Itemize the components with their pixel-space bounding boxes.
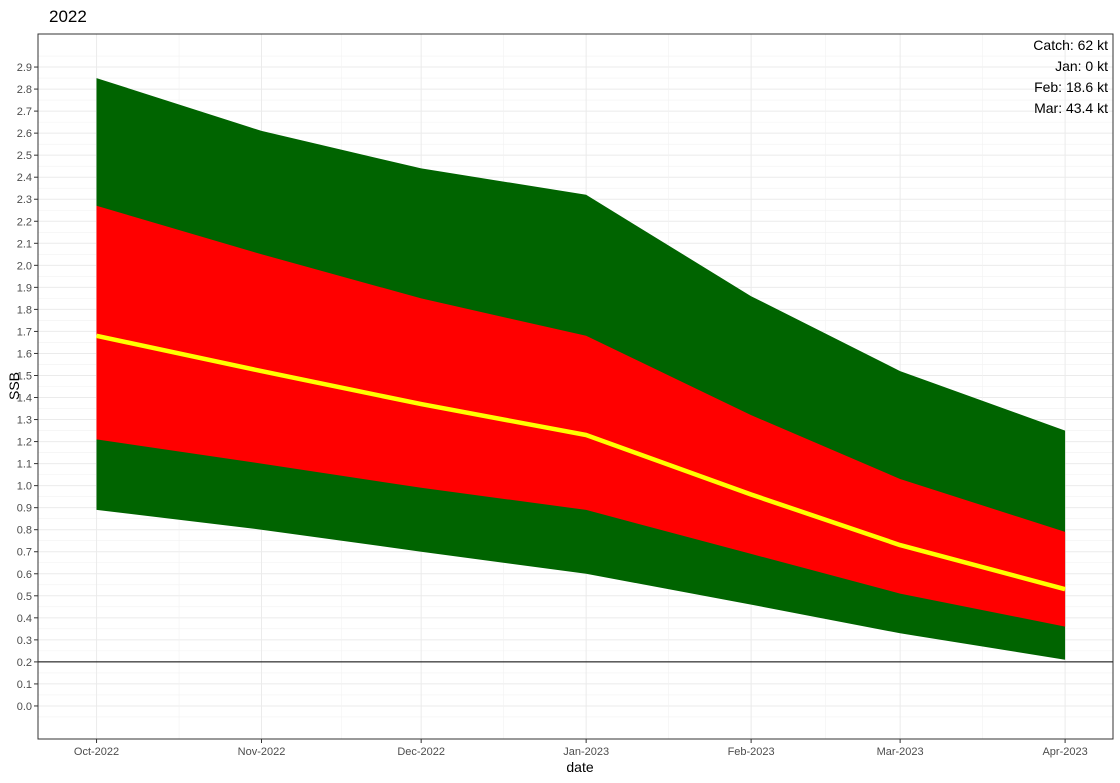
y-tick-label: 0.3 — [17, 635, 32, 647]
y-tick-label: 1.9 — [17, 282, 32, 294]
chart-title: 2022 — [49, 7, 87, 26]
y-tick-label: 0.0 — [17, 701, 32, 713]
y-tick-label: 2.2 — [17, 216, 32, 228]
x-tick-label: Mar-2023 — [877, 746, 924, 758]
y-tick-label: 2.4 — [17, 172, 32, 184]
y-tick-label: 0.4 — [17, 613, 32, 625]
annotation-box: Catch: 62 kt Jan: 0 kt Feb: 18.6 kt Mar: 43… — [1033, 37, 1108, 116]
y-tick-label: 0.7 — [17, 547, 32, 559]
x-tick-label: Oct-2022 — [74, 746, 119, 758]
y-tick-label: 1.5 — [17, 370, 32, 382]
x-tick-label: Dec-2022 — [397, 746, 445, 758]
y-tick-label: 2.8 — [17, 84, 32, 96]
x-tick-label: Jan-2023 — [563, 746, 609, 758]
inner-band-area — [96, 205, 1066, 627]
y-tick-label: 2.3 — [17, 194, 32, 206]
y-axis: 0.0 0.1 0.2 0.3 0.4 0.5 0.6 0.7 0.8 0.9 1.0 1.1 1.2 1… — [17, 62, 38, 713]
y-axis-title: SSB — [6, 372, 22, 400]
y-tick-label: 2.1 — [17, 238, 32, 250]
y-tick-label: 2.7 — [17, 106, 32, 118]
y-tick-label: 1.6 — [17, 348, 32, 360]
y-tick-label: 1.2 — [17, 437, 32, 449]
median-line — [96, 333, 1066, 592]
y-tick-label: 2.9 — [17, 62, 32, 74]
annotation-line: Feb: 18.6 kt — [1034, 79, 1108, 95]
band-layer — [96, 78, 1066, 660]
y-tick-label: 0.5 — [17, 591, 32, 603]
y-tick-label: 0.2 — [17, 657, 32, 669]
y-tick-label: 0.8 — [17, 525, 32, 537]
y-tick-label: 1.1 — [17, 459, 32, 471]
y-tick-label: 1.3 — [17, 415, 32, 427]
y-tick-label: 0.6 — [17, 569, 32, 581]
y-tick-label: 1.4 — [17, 393, 32, 405]
y-tick-label: 1.7 — [17, 326, 32, 338]
x-axis-title: date — [566, 759, 593, 775]
x-tick-label: Apr-2023 — [1042, 746, 1087, 758]
annotation-line: Jan: 0 kt — [1055, 58, 1108, 74]
y-tick-label: 2.0 — [17, 260, 32, 272]
annotation-line: Mar: 43.4 kt — [1034, 100, 1108, 116]
y-tick-label: 0.9 — [17, 503, 32, 515]
x-axis: Oct-2022 Nov-2022 Dec-2022 Jan-2023 Feb-2023… — [74, 739, 1088, 758]
y-tick-label: 2.6 — [17, 128, 32, 140]
annotation-line: Catch: 62 kt — [1033, 37, 1108, 53]
y-tick-label: 2.5 — [17, 150, 32, 162]
x-tick-label: Feb-2023 — [728, 746, 775, 758]
y-tick-label: 1.8 — [17, 304, 32, 316]
line-layer — [38, 333, 1113, 663]
y-tick-label: 1.0 — [17, 481, 32, 493]
x-tick-label: Nov-2022 — [238, 746, 286, 758]
panel-border — [37, 33, 1114, 740]
y-tick-label: 0.1 — [17, 679, 32, 691]
